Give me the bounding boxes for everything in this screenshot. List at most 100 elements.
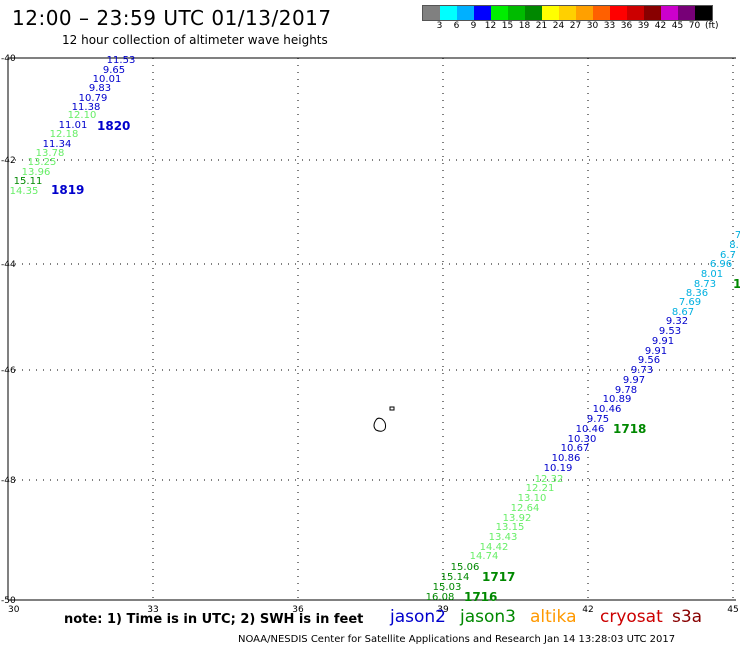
wave-height-points: 11.539.6510.019.8310.7911.3812.1011.0112… <box>10 55 740 603</box>
legend-tick-label: 12 <box>484 21 497 31</box>
wave-height-value: 11.34 <box>43 139 72 150</box>
lon-label: 30 <box>8 605 20 615</box>
legend-swatch <box>457 6 474 20</box>
map-title: 12:00 – 23:59 UTC 01/13/2017 <box>12 6 332 30</box>
wave-height-value: 9.65 <box>103 65 125 76</box>
wave-height-value: 13.92 <box>503 513 532 524</box>
wave-height-value: 6.7 <box>720 250 736 261</box>
lon-label: 36 <box>292 605 304 615</box>
legend-tick-label: 70 <box>688 21 701 31</box>
legend-swatch <box>542 6 559 20</box>
lat-label: -44 <box>1 260 16 270</box>
wave-height-value: 11.53 <box>107 55 136 66</box>
satellite-label-jason2: jason2 <box>390 607 446 627</box>
wave-height-value: 9.97 <box>623 375 645 386</box>
wave-height-value: 10.30 <box>568 434 597 445</box>
legend-swatch <box>423 6 440 20</box>
wave-height-value: 12.32 <box>535 474 564 485</box>
legend-tick-label: 33 <box>603 21 616 31</box>
lon-label: 45 <box>727 605 738 615</box>
wave-height-value: 14.35 <box>10 186 39 197</box>
track-id-label: 1820 <box>97 119 130 133</box>
track-id-label: 1716 <box>464 590 497 604</box>
longitude-labels: 30 33 36 39 42 45 <box>8 605 739 615</box>
wave-height-value: 8.73 <box>694 279 716 290</box>
track-id-labels: 1820 1819 1718 1717 1716 1 <box>51 119 740 604</box>
map-frame <box>7 57 736 601</box>
legend-swatch <box>678 6 695 20</box>
wave-height-value: 10.46 <box>576 424 605 435</box>
footer-credit: NOAA/NESDIS Center for Satellite Applica… <box>238 634 676 645</box>
wave-height-value: 7.69 <box>679 297 701 308</box>
legend-unit-label: (ft) <box>705 21 719 31</box>
legend-tick-label: 39 <box>637 21 650 31</box>
legend-tick-label: 42 <box>654 21 667 31</box>
graticule <box>8 58 736 600</box>
wave-height-value: 13.15 <box>496 522 525 533</box>
lon-label: 39 <box>437 605 449 615</box>
wave-height-value: 10.89 <box>603 394 632 405</box>
track-id-label: 1 <box>733 277 740 291</box>
wave-height-value: 15.06 <box>451 562 480 573</box>
lat-label: -46 <box>1 366 16 376</box>
wave-height-value: 9.78 <box>615 385 637 396</box>
legend-swatch <box>474 6 491 20</box>
legend-swatch <box>627 6 644 20</box>
lon-label: 42 <box>582 605 593 615</box>
legend-tick-label: 21 <box>535 21 548 31</box>
legend-tick-label: 36 <box>620 21 633 31</box>
legend-swatch <box>440 6 457 20</box>
satellite-label-s3a: s3a <box>672 607 703 627</box>
wave-height-value: 11.01 <box>59 120 88 131</box>
footer-note: note: 1) Time is in UTC; 2) SWH is in fe… <box>64 612 364 627</box>
wave-height-value: 9.32 <box>666 316 688 327</box>
wave-height-value: 15.03 <box>433 582 462 593</box>
lat-label: -48 <box>1 476 16 486</box>
wave-height-value: 12.10 <box>68 110 97 121</box>
wave-height-value: 9.91 <box>645 346 667 357</box>
legend-swatch <box>610 6 627 20</box>
wave-height-value: 13.10 <box>518 493 547 504</box>
wave-height-value: 14.74 <box>470 551 499 562</box>
legend-swatch <box>508 6 525 20</box>
legend-swatch <box>559 6 576 20</box>
legend-tick-label: 30 <box>586 21 599 31</box>
legend-tick-label: 45 <box>671 21 684 31</box>
legend-swatch <box>593 6 610 20</box>
satellite-label-altika: altika <box>530 607 577 627</box>
legend-swatch <box>644 6 661 20</box>
latitude-labels: -40 -42 -44 -46 -48 -50 <box>1 54 16 606</box>
wave-height-value: 16.08 <box>426 592 455 603</box>
track-id-label: 1718 <box>613 422 646 436</box>
wave-height-value: 12.64 <box>511 503 540 514</box>
lat-label: -50 <box>1 596 16 606</box>
wave-height-value: 8.67 <box>672 307 694 318</box>
wave-height-value: 10.79 <box>79 93 108 104</box>
wave-height-value: 10.01 <box>93 74 122 85</box>
legend-swatch <box>661 6 678 20</box>
wave-height-value: 14.42 <box>480 542 509 553</box>
wave-height-value: 13.25 <box>28 157 57 168</box>
legend-swatch <box>576 6 593 20</box>
wave-height-value: 9.75 <box>587 414 609 425</box>
wave-height-value: 8. <box>729 240 739 251</box>
wave-height-value: 12.18 <box>50 129 79 140</box>
lon-label: 33 <box>147 605 158 615</box>
legend-tick-label: 24 <box>552 21 565 31</box>
legend-swatch <box>695 6 712 20</box>
island-outline <box>373 406 395 432</box>
wave-height-value: 7 <box>735 230 740 241</box>
wave-height-value: 9.91 <box>652 336 674 347</box>
wave-height-value: 12.21 <box>526 483 555 494</box>
wave-height-value: 9.53 <box>659 326 681 337</box>
wave-height-value: 10.67 <box>561 443 590 454</box>
wave-height-value: 9.56 <box>638 355 660 366</box>
wave-height-value: 11.38 <box>72 102 101 113</box>
legend-tick-label: 9 <box>470 21 477 31</box>
legend-tick-label: 27 <box>569 21 582 31</box>
legend-swatch <box>491 6 508 20</box>
legend-swatch <box>525 6 542 20</box>
legend-tick-label: 15 <box>501 21 514 31</box>
satellite-label-cryosat: cryosat <box>600 607 663 627</box>
